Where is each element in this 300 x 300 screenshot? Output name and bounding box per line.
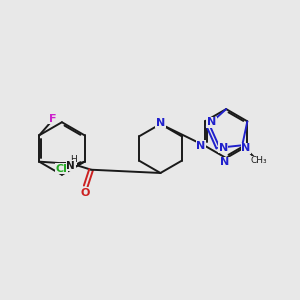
Text: O: O [80,188,90,198]
Text: N: N [196,141,206,151]
Text: N: N [156,118,165,128]
Text: Cl: Cl [56,164,68,174]
Text: N: N [241,143,250,153]
Text: H: H [70,155,76,164]
Text: CH₃: CH₃ [250,156,267,165]
Text: N: N [66,160,75,170]
Text: N: N [219,143,228,153]
Text: F: F [49,114,56,124]
Text: N: N [207,118,216,128]
Text: N: N [220,157,230,167]
